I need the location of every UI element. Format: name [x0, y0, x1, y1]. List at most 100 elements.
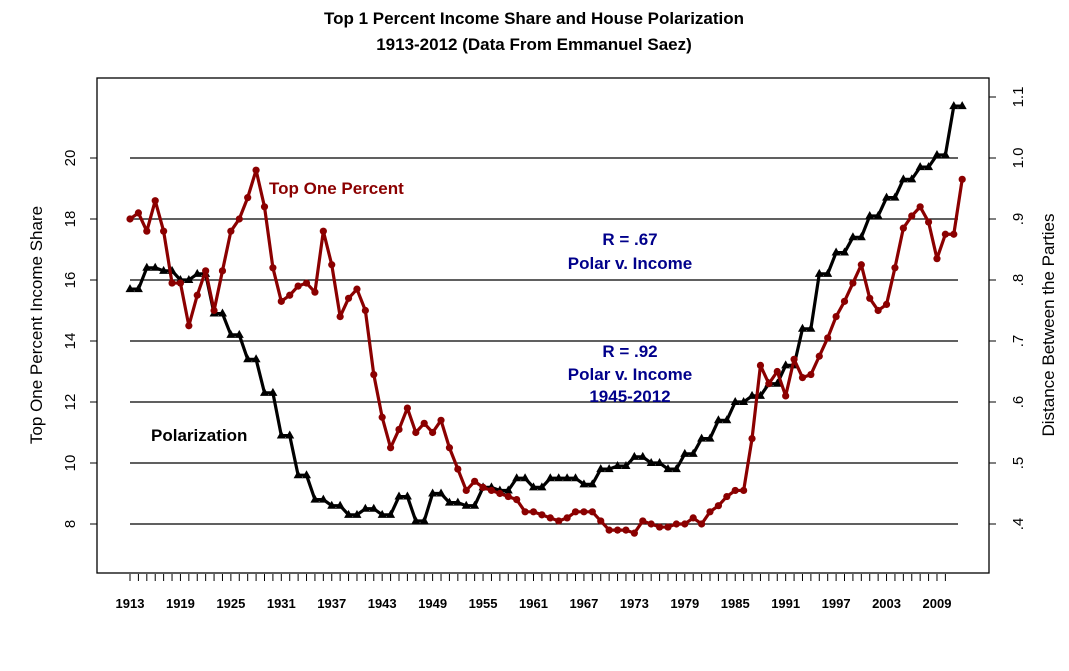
- data-point-income: [555, 517, 563, 525]
- data-point-polarization: [352, 509, 362, 518]
- data-point-income: [807, 370, 815, 379]
- data-point-income: [857, 261, 865, 269]
- data-point-polarization: [276, 430, 286, 439]
- annotation-r92-desc: Polar v. Income: [568, 365, 692, 384]
- data-point-income: [403, 404, 411, 412]
- data-point-polarization: [907, 174, 917, 183]
- x-tick-label: 1931: [267, 596, 296, 611]
- data-point-income: [613, 526, 622, 534]
- data-point-income: [454, 465, 462, 473]
- x-tick-label: 1985: [721, 596, 750, 611]
- data-point-polarization: [840, 247, 850, 256]
- data-point-income: [681, 520, 689, 528]
- series-top-one-percent: [126, 166, 966, 537]
- data-point-income: [950, 230, 958, 238]
- data-point-polarization: [411, 515, 421, 524]
- data-point-income: [244, 194, 252, 202]
- data-point-income: [571, 508, 580, 516]
- series-line: [129, 168, 964, 535]
- data-point-polarization: [268, 387, 278, 396]
- data-point-polarization: [528, 482, 538, 491]
- annotation-top-one-percent: Top One Percent: [269, 179, 404, 198]
- data-point-income: [790, 355, 798, 363]
- data-point-income: [252, 166, 260, 174]
- data-point-income: [899, 224, 907, 232]
- data-point-polarization: [226, 329, 236, 338]
- data-point-polarization: [142, 262, 152, 271]
- data-point-income: [361, 306, 369, 315]
- data-point-polarization: [915, 162, 925, 171]
- x-tick-label: 1955: [469, 596, 498, 611]
- data-point-income: [311, 288, 319, 296]
- data-point-polarization: [184, 275, 194, 283]
- data-point-polarization: [882, 192, 892, 201]
- y-tick-label-left: 8: [62, 520, 79, 528]
- data-point-income: [126, 215, 134, 223]
- data-point-polarization: [554, 473, 564, 482]
- data-point-income: [370, 370, 378, 379]
- data-point-polarization: [890, 192, 900, 201]
- data-point-polarization: [957, 101, 967, 110]
- data-point-income: [227, 227, 235, 235]
- data-point-polarization: [545, 473, 555, 482]
- data-point-income: [672, 520, 680, 528]
- data-point-polarization: [259, 387, 269, 396]
- data-point-income: [630, 529, 638, 537]
- data-point-income: [849, 279, 857, 287]
- data-point-income: [815, 352, 823, 360]
- y-tick-label-right: .9: [1010, 213, 1027, 226]
- data-point-polarization: [285, 430, 295, 439]
- data-point-polarization: [470, 500, 480, 509]
- data-point-polarization: [150, 262, 160, 271]
- x-axis: 1913 1919 1925 1931 1937 1943 1949 1955 1961 1967…: [116, 574, 951, 611]
- data-point-income: [420, 419, 428, 427]
- data-point-polarization: [453, 497, 463, 506]
- data-point-polarization: [772, 378, 782, 387]
- data-point-income: [916, 203, 924, 211]
- data-point-income: [933, 255, 941, 263]
- data-point-polarization: [722, 415, 732, 424]
- data-point-income: [832, 313, 840, 321]
- data-point-income: [462, 486, 470, 495]
- data-point-income: [664, 523, 672, 531]
- data-point-income: [580, 508, 588, 516]
- data-point-polarization: [587, 479, 597, 488]
- plot-frame: [96, 77, 990, 574]
- data-point-income: [294, 282, 302, 290]
- data-point-income: [924, 218, 933, 226]
- data-point-income: [378, 413, 386, 421]
- data-point-income: [563, 514, 571, 522]
- y-tick-label-right: .7: [1010, 335, 1027, 348]
- data-point-income: [277, 297, 285, 305]
- data-point-polarization: [705, 433, 715, 442]
- data-point-income: [588, 508, 596, 516]
- data-point-polarization: [386, 509, 396, 518]
- data-point-polarization: [579, 479, 589, 488]
- data-point-polarization: [739, 397, 749, 405]
- x-tick-label: 1973: [620, 596, 649, 611]
- x-tick-label: 1979: [670, 596, 699, 611]
- data-point-income: [882, 300, 891, 308]
- x-tick-label: 1943: [368, 596, 397, 611]
- data-point-polarization: [613, 461, 623, 470]
- series-line: [130, 104, 963, 523]
- annotation-r92-range: 1945-2012: [589, 387, 670, 406]
- annotation-polarization: Polarization: [151, 426, 247, 445]
- data-point-income: [319, 227, 327, 235]
- data-point-polarization: [781, 360, 791, 369]
- data-point-income: [479, 483, 487, 491]
- data-point-income: [168, 279, 176, 287]
- data-point-income: [740, 486, 748, 495]
- data-point-polarization: [302, 470, 312, 479]
- data-point-polarization: [377, 509, 387, 518]
- y-tick-label-left: 20: [62, 150, 79, 167]
- data-point-income: [151, 197, 159, 205]
- y-axis-label-right: Distance Between the Parties: [1039, 213, 1058, 436]
- data-point-income: [269, 264, 277, 272]
- data-point-polarization: [688, 448, 698, 457]
- gridlines: [130, 157, 958, 525]
- data-point-income: [504, 492, 512, 501]
- y-axis-right: .4 .5 .6 .7 .8 .9 1.0 1.1: [989, 87, 1027, 530]
- data-point-polarization: [638, 451, 648, 460]
